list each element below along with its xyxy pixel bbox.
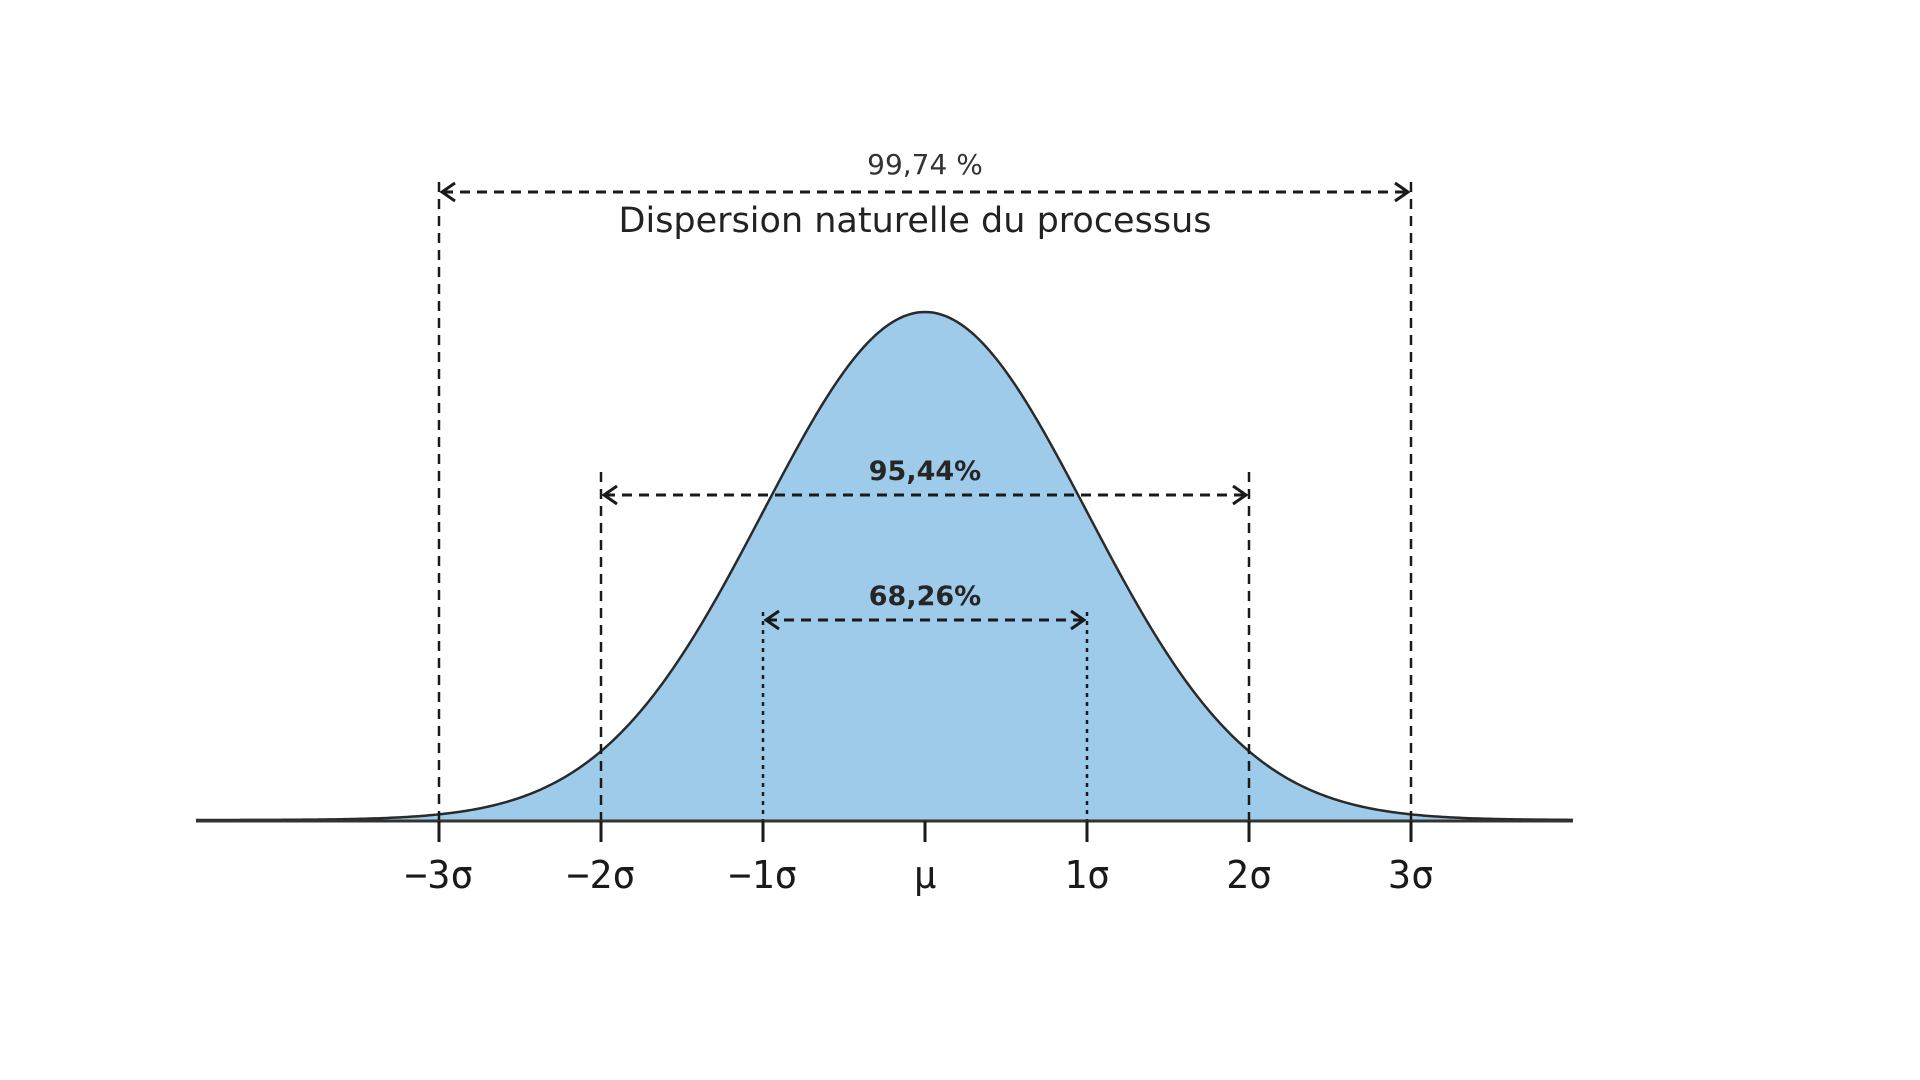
bell-curve-fill (196, 312, 1573, 820)
range-percent-label: 68,26% (869, 581, 981, 612)
x-tick-labels: −3σ −2σ −1σ μ 1σ 2σ 3σ (405, 821, 1434, 897)
diagram-title: Dispersion naturelle du processus (619, 201, 1212, 241)
arrow-head-left (601, 484, 618, 506)
range-percent-label: 95,44% (869, 456, 981, 487)
arrow-head-right (1070, 609, 1087, 631)
arrow-head-left (763, 609, 780, 631)
x-tick-label: μ (914, 853, 937, 897)
sigma-range-markers: 68,26% 95,44% 99,74 % (437, 148, 1413, 820)
x-tick-label: −2σ (567, 853, 636, 897)
x-tick-label: 2σ (1226, 853, 1272, 897)
x-tick-label: 3σ (1388, 853, 1434, 897)
range-marker: 95,44% (599, 456, 1251, 820)
x-tick-label: 1σ (1064, 853, 1110, 897)
bell-curve-line (196, 310, 1574, 822)
x-tick-label: −3σ (405, 853, 474, 897)
range-marker: 99,74 % (437, 148, 1413, 820)
arrow-head-right (1394, 181, 1411, 203)
range-marker: 68,26% (761, 581, 1089, 820)
arrow-head-left (439, 181, 456, 203)
arrow-head-right (1232, 484, 1249, 506)
range-percent-label: 99,74 % (867, 148, 983, 181)
x-tick-label: −1σ (729, 853, 798, 897)
